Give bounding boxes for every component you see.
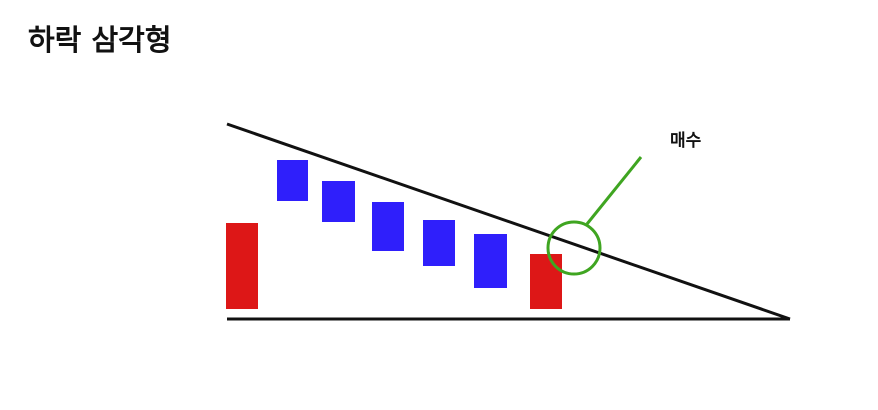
blue-candle-1 (277, 160, 308, 201)
blue-candle-5 (474, 234, 507, 288)
red-candle-2 (530, 254, 562, 309)
blue-candle-3 (372, 202, 404, 251)
buy-label: 매수 (670, 131, 702, 151)
descending-trendline (226, 122, 791, 321)
blue-candle-2 (322, 181, 355, 222)
diagram-title: 하락 삼각형 (28, 23, 172, 57)
breakout-circle (546, 220, 602, 276)
red-candle-1 (226, 223, 258, 309)
callout-line (585, 156, 643, 225)
blue-candle-4 (423, 220, 455, 266)
